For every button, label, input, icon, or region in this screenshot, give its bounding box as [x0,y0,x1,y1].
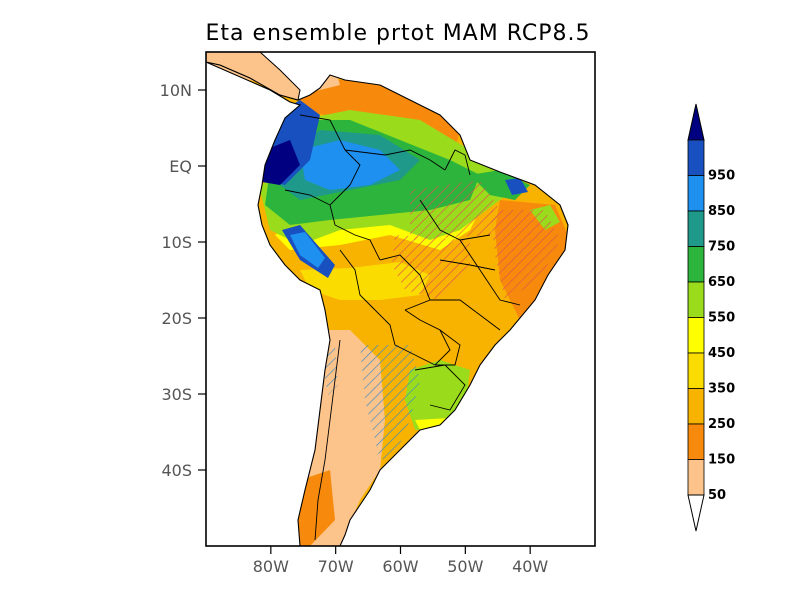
lon-tick-label: 60W [382,557,418,576]
lon-tick-label: 80W [253,557,289,576]
lat-tick-label: EQ [169,157,192,176]
lat-tick-label: 10N [160,81,192,100]
colorbar: 50 150 250 350 450 550 650 750 850 950 [687,103,735,532]
lon-tick-label: 70W [318,557,354,576]
border-bolivia-brazil [379,254,431,311]
precip-band-850 [300,140,400,190]
border-colombia-peru [284,184,351,206]
colorbar-box-c150 [687,423,705,460]
colorbar-label: 150 [708,453,735,468]
colorbar-label: 250 [708,417,735,432]
colorbar-label: 350 [708,382,735,397]
border-brazil-states-1 [419,199,491,241]
border-brazil-states-3 [430,299,501,331]
border-brazil-states-2 [459,239,521,306]
lon-tick-label: 50W [447,557,483,576]
border-guianas [444,149,471,176]
border-peru-brazil [329,204,381,261]
lat-axis: 10N EQ 10S 20S 30S 40S [160,81,206,480]
colorbar-label: 50 [708,488,726,503]
border-bolivia-chile [374,309,396,346]
precip-band-850-east [505,178,528,195]
lon-tick-label: 40W [512,557,548,576]
lat-tick-label: 30S [161,385,192,404]
lat-tick-label: 10S [161,233,192,252]
lon-axis: 80W 70W 60W 50W 40W [253,546,548,576]
country-borders [284,114,521,541]
colorbar-label: 650 [708,275,735,290]
colorbar-box-c50 [687,459,705,496]
precip-band-above-west [262,140,300,185]
hatch-increase-central [392,235,470,300]
colorbar-label: 450 [708,346,735,361]
precip-band-50-south [206,330,385,546]
central-america [206,52,301,101]
hatch-increase-ne [410,180,500,240]
colorbar-box-c550 [687,281,705,318]
colorbar-box-c250 [687,388,705,425]
precip-field [206,62,568,546]
colorbar-box-c950 [687,139,705,176]
map-title: Eta ensemble prtot MAM RCP8.5 [205,21,590,46]
hatch-increase-east [490,210,560,300]
border-venezuela-brazil [344,149,446,171]
border-uruguay [414,364,466,411]
colorbar-label: 950 [708,169,735,184]
map-area [206,52,569,546]
lat-tick-label: 40S [161,461,192,480]
colorbar-box-c850 [687,175,705,212]
hatch-decrease-south [360,345,420,460]
colorbar-above-triangle [687,103,705,141]
colorbar-box-c450 [687,317,705,354]
colorbar-box-c750 [687,210,705,247]
colorbar-label: 850 [708,204,735,219]
border-bolivia-peru [339,249,376,311]
colorbar-label: 750 [708,240,735,255]
border-paraguay [394,309,451,366]
border-brazil-states-4 [439,259,496,271]
colorbar-below-triangle [687,494,705,532]
colorbar-box-c350 [687,352,705,389]
border-chile-argentina [314,339,341,541]
colorbar-label: 550 [708,311,735,326]
colorbar-box-c650 [687,246,705,283]
coastline [206,61,569,546]
lat-tick-label: 20S [161,309,192,328]
precip-band-850-peru [290,232,325,268]
